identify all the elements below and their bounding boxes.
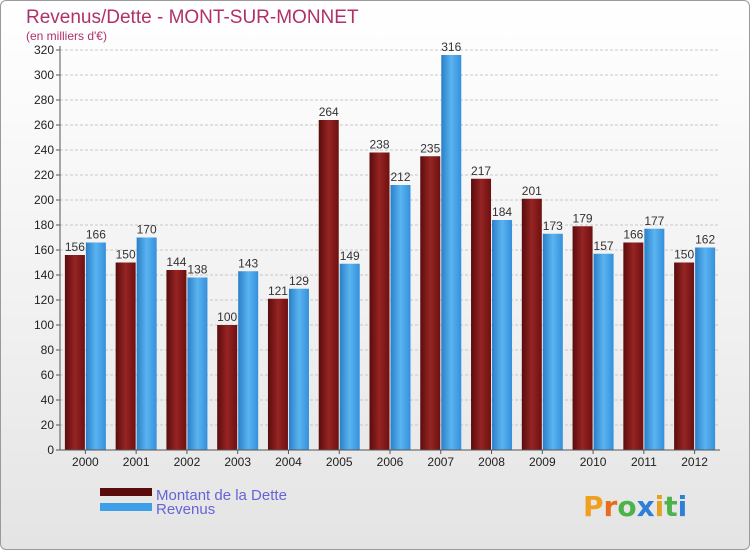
bar-dette bbox=[115, 262, 136, 450]
y-tick-label: 220 bbox=[34, 168, 54, 182]
legend-swatch-revenus bbox=[100, 503, 152, 511]
bar-revenus bbox=[288, 288, 309, 450]
bar-revenus bbox=[542, 233, 563, 450]
y-tick-label: 200 bbox=[34, 193, 54, 207]
gridlines bbox=[60, 49, 720, 451]
x-tick-label: 2000 bbox=[72, 455, 99, 469]
chart-title: Revenus/Dette - MONT-SUR-MONNET bbox=[26, 7, 359, 28]
data-label: 177 bbox=[644, 214, 664, 228]
bar-revenus bbox=[136, 237, 157, 450]
y-tick-label: 40 bbox=[41, 393, 55, 407]
data-label: 166 bbox=[86, 228, 106, 242]
data-label: 144 bbox=[166, 255, 186, 269]
y-tick-label: 320 bbox=[34, 43, 54, 57]
x-tick-label: 2003 bbox=[224, 455, 251, 469]
data-label: 179 bbox=[573, 211, 593, 225]
data-label: 238 bbox=[369, 138, 389, 152]
bar-dette bbox=[217, 325, 238, 450]
x-tick-label: 2004 bbox=[275, 455, 302, 469]
data-label: 121 bbox=[268, 284, 288, 298]
y-tick-label: 180 bbox=[34, 218, 54, 232]
y-tick-label: 260 bbox=[34, 118, 54, 132]
data-label: 143 bbox=[238, 256, 258, 270]
chart-subtitle: (en milliers d'€) bbox=[26, 29, 107, 43]
bar-dette bbox=[521, 198, 542, 450]
data-label: 150 bbox=[116, 248, 136, 262]
data-label: 212 bbox=[390, 170, 410, 184]
data-label: 149 bbox=[340, 249, 360, 263]
x-tick-label: 2008 bbox=[478, 455, 505, 469]
bar-dette bbox=[267, 298, 288, 450]
bar-revenus bbox=[492, 220, 513, 450]
data-label: 166 bbox=[623, 228, 643, 242]
data-label: 170 bbox=[137, 223, 157, 237]
bar-dette bbox=[572, 226, 593, 450]
y-tick-label: 140 bbox=[34, 268, 54, 282]
data-label: 162 bbox=[695, 233, 715, 247]
data-label: 184 bbox=[492, 205, 512, 219]
bar-revenus bbox=[390, 185, 411, 450]
data-label: 157 bbox=[594, 239, 614, 253]
data-label: 201 bbox=[522, 184, 542, 198]
data-label: 100 bbox=[217, 310, 237, 324]
y-axis: 0 20 40 60 80 100 120 140 160 180 200 220 240 260 280 3… bbox=[34, 43, 60, 457]
bar-revenus bbox=[695, 247, 716, 450]
data-label: 217 bbox=[471, 164, 491, 178]
y-tick-label: 60 bbox=[41, 368, 55, 382]
legend-label-debt: Montant de la Dette bbox=[156, 487, 287, 504]
data-label: 235 bbox=[420, 141, 440, 155]
bar-revenus bbox=[593, 253, 614, 450]
bar-dette bbox=[166, 270, 187, 450]
axis-lines bbox=[59, 46, 720, 451]
bar-revenus bbox=[85, 242, 106, 450]
x-tick-label: 2001 bbox=[123, 455, 150, 469]
y-tick-label: 300 bbox=[34, 68, 54, 82]
bar-dette bbox=[64, 255, 85, 450]
data-label: 138 bbox=[187, 263, 207, 277]
bar-dette bbox=[674, 262, 695, 450]
bar-dette bbox=[471, 178, 492, 450]
proxiti-logo: Proxiti bbox=[583, 490, 687, 523]
bars: 1561661501701441381001431211292641492382… bbox=[64, 40, 716, 450]
x-tick-label: 2007 bbox=[427, 455, 454, 469]
data-label: 316 bbox=[441, 40, 461, 54]
bar-revenus bbox=[187, 277, 208, 450]
bar-dette bbox=[420, 156, 441, 450]
y-tick-label: 0 bbox=[47, 443, 54, 457]
bar-dette bbox=[369, 152, 390, 450]
bar-revenus bbox=[441, 55, 462, 450]
y-tick-label: 120 bbox=[34, 293, 54, 307]
y-tick-label: 240 bbox=[34, 143, 54, 157]
x-tick-label: 2009 bbox=[529, 455, 556, 469]
bar-revenus bbox=[644, 228, 665, 450]
legend: Montant de la Dette Revenus bbox=[100, 487, 287, 518]
x-tick-label: 2010 bbox=[580, 455, 607, 469]
legend-label-revenus: Revenus bbox=[156, 501, 215, 518]
bar-dette bbox=[318, 120, 339, 450]
y-tick-label: 20 bbox=[41, 418, 55, 432]
y-tick-label: 80 bbox=[41, 343, 55, 357]
bar-revenus bbox=[339, 263, 360, 450]
data-label: 156 bbox=[65, 240, 85, 254]
x-tick-label: 2012 bbox=[681, 455, 708, 469]
x-tick-label: 2005 bbox=[326, 455, 353, 469]
bar-dette bbox=[623, 242, 644, 450]
data-label: 264 bbox=[319, 105, 339, 119]
bar-revenus bbox=[238, 271, 259, 450]
data-label: 129 bbox=[289, 274, 309, 288]
x-tick-label: 2011 bbox=[631, 455, 657, 469]
x-tick-label: 2006 bbox=[377, 455, 404, 469]
x-axis: 2000 2001 2002 2003 2004 2005 2006 2007 2008 2009… bbox=[72, 450, 708, 469]
svg-text:Proxiti: Proxiti bbox=[583, 490, 687, 523]
y-tick-label: 280 bbox=[34, 93, 54, 107]
y-tick-label: 160 bbox=[34, 243, 54, 257]
data-label: 173 bbox=[543, 219, 563, 233]
legend-swatch-debt bbox=[100, 488, 152, 496]
x-tick-label: 2002 bbox=[174, 455, 201, 469]
data-label: 150 bbox=[674, 248, 694, 262]
y-tick-label: 100 bbox=[34, 318, 54, 332]
